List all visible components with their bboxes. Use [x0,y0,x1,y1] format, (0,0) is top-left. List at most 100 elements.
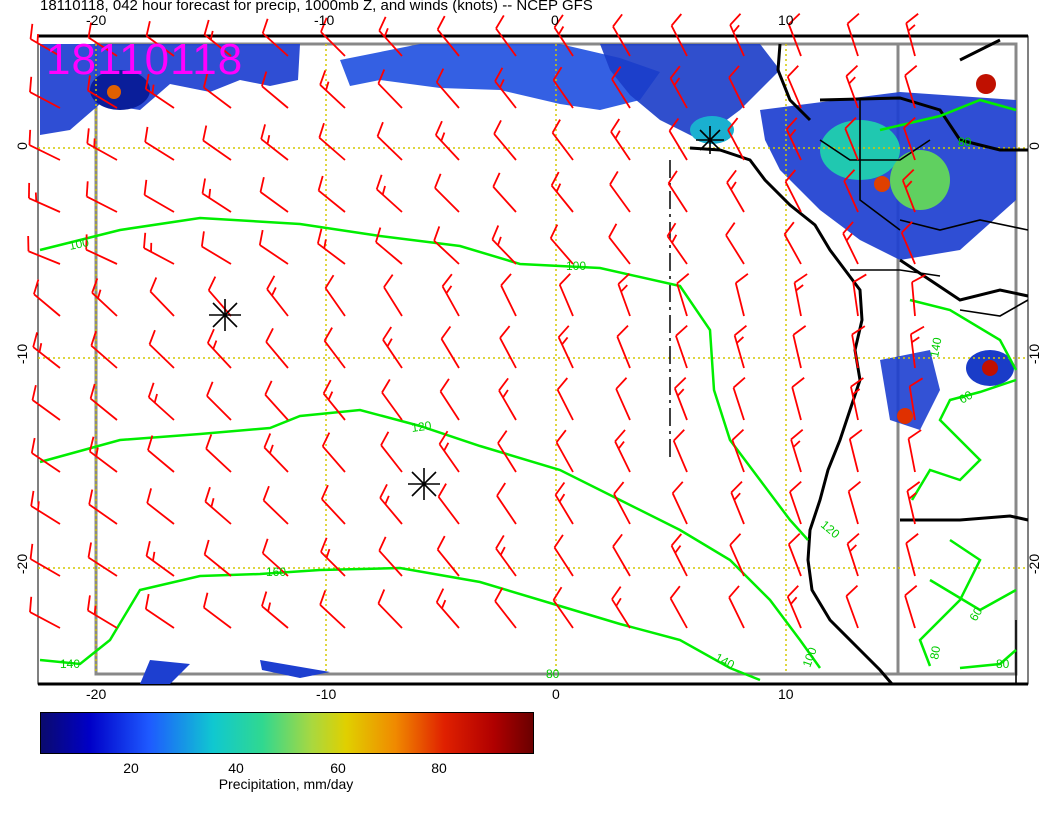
wind-barb [88,489,118,525]
map-title: 18110118, 042 hour forecast for precip, … [40,0,593,14]
wind-barb [261,591,289,629]
wind-barb [783,221,802,265]
wind-barb [792,325,807,369]
wind-barb [852,273,867,317]
wind-barb [146,488,175,525]
wind-barb [204,486,232,525]
wind-barb [904,64,918,109]
wind-barb [558,273,574,317]
wind-barb [31,384,61,421]
wind-barb [909,325,925,369]
wind-barb [29,543,61,577]
wind-barb [261,538,289,577]
wind-barb [378,536,403,577]
precip-areas [40,44,1016,684]
wind-barb [200,231,232,265]
wind-barb [440,325,460,369]
wind-barb [320,17,346,57]
wind-barb [676,272,690,317]
contour-label: 100 [566,259,586,273]
wind-barb [436,15,460,57]
wind-barb [143,179,175,213]
wind-barb [905,13,919,57]
wind-barb [147,382,175,421]
wind-barb [669,585,688,629]
wind-barb [433,226,460,265]
wind-barb [318,122,346,161]
wind-barb [732,376,746,421]
wind-barb [86,128,118,161]
wind-barb [206,328,232,369]
wind-barb [495,534,517,577]
wind-barb [666,222,688,265]
wind-barb [202,125,232,161]
contour-label: 160 [266,565,286,579]
wind-barb [726,169,745,213]
wind-barb [496,482,517,525]
wind-barb [203,539,232,577]
wind-barb [790,428,804,473]
contour-label: 140 [927,336,944,358]
asterisk-marker [209,299,241,331]
wind-barb [202,592,232,629]
wind-barb [667,170,688,213]
wind-barb [376,121,403,161]
wind-barb [670,13,688,57]
wind-barb [670,533,688,577]
wind-barb [903,116,916,161]
wind-barb [85,181,118,213]
wind-barb [323,327,346,369]
wind-barb [29,23,61,57]
wind-barb [786,65,802,109]
contour-label: 80 [958,135,972,149]
colorbar-label: Precipitation, mm/day [218,776,354,792]
wind-barb [259,176,289,213]
contour-label: 80 [546,667,560,681]
wind-barb [324,274,346,317]
lat-tick-left: -10 [14,343,31,365]
wind-barb [784,169,802,213]
wind-barb [793,273,808,317]
contour-label: 80 [927,645,943,661]
wind-barb [28,182,61,213]
contour-label: 60 [966,605,985,624]
wind-barb [441,273,460,317]
wind-barb [612,533,631,577]
wind-barb [725,222,745,265]
height-contours [39,98,1018,682]
wind-barb [728,65,745,109]
wind-barb [845,64,859,109]
colorbar-tick: 40 [228,760,244,776]
lon-tick-bottom: -10 [316,686,337,702]
wind-barb [495,14,517,57]
wind-barb [206,381,232,421]
wind-barb [377,69,403,109]
wind-barb [493,119,517,161]
wind-barb [500,273,517,317]
colorbar-tick: 60 [330,760,346,776]
wind-barb [87,542,118,577]
wind-barb [491,225,517,265]
wind-barb [616,325,631,369]
wind-barb [847,480,862,525]
contour-label: 60 [957,388,976,407]
wind-barb [383,274,403,317]
wind-barb [264,380,289,421]
wind-barb [32,332,61,369]
wind-barb [554,481,574,525]
wind-barb [144,73,175,109]
wind-barb [497,430,517,473]
wind-barb [675,324,688,369]
wind-barb [728,585,745,629]
lon-tick-top: 0 [551,12,559,28]
wind-barb [492,172,517,213]
wind-barb [550,171,574,213]
precip-colorbar [40,712,534,754]
wind-barb [437,483,460,525]
wind-barb [145,20,175,57]
wind-barb [911,274,926,317]
wind-barb [88,436,118,473]
wind-barb [846,532,860,577]
wind-barb [494,587,517,629]
